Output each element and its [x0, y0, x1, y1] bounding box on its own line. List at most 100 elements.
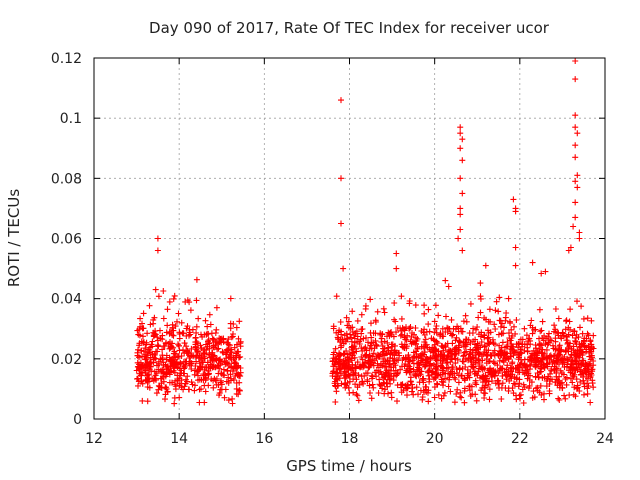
data-point	[565, 247, 572, 254]
data-point	[193, 276, 200, 283]
data-point	[590, 332, 597, 339]
data-point	[435, 312, 442, 319]
data-point	[432, 352, 439, 359]
data-point	[572, 337, 579, 344]
data-point	[491, 360, 498, 367]
data-point	[541, 361, 547, 368]
data-point	[410, 391, 417, 398]
data-point	[442, 277, 449, 284]
data-point	[556, 397, 563, 403]
data-point	[390, 333, 397, 340]
data-point	[550, 358, 557, 365]
data-point	[577, 343, 584, 350]
data-point	[154, 235, 161, 242]
data-point	[351, 364, 358, 371]
data-point	[140, 310, 147, 317]
data-point	[487, 318, 494, 325]
data-point	[486, 386, 493, 393]
data-point	[205, 330, 212, 337]
data-point	[537, 382, 544, 389]
data-point	[188, 366, 195, 372]
data-point	[225, 397, 232, 404]
data-point	[439, 325, 446, 332]
data-point	[228, 334, 235, 341]
data-point	[370, 384, 377, 391]
data-point	[572, 112, 579, 119]
data-point	[564, 333, 571, 340]
data-point	[530, 347, 537, 354]
data-point	[555, 315, 562, 322]
data-point	[198, 386, 204, 392]
data-point	[488, 353, 495, 359]
data-point	[553, 365, 560, 372]
data-point	[226, 342, 233, 349]
data-point	[472, 379, 479, 386]
data-point	[524, 348, 531, 355]
data-point	[572, 199, 579, 206]
data-point	[150, 332, 157, 339]
data-point	[348, 346, 355, 353]
data-point	[589, 344, 595, 351]
data-point	[516, 369, 523, 376]
data-point	[216, 392, 222, 399]
data-point	[469, 391, 476, 398]
data-point	[380, 348, 387, 355]
data-point	[398, 293, 405, 300]
data-point	[560, 371, 567, 378]
data-point	[414, 360, 421, 367]
data-point	[455, 235, 462, 242]
data-point	[425, 321, 432, 328]
data-point	[461, 377, 468, 384]
data-point	[407, 338, 414, 345]
data-point	[160, 288, 167, 294]
data-point	[493, 298, 500, 305]
data-point	[134, 349, 141, 356]
data-point	[481, 376, 488, 383]
data-point	[449, 366, 456, 373]
data-point	[473, 357, 479, 364]
data-point	[154, 247, 161, 254]
data-point	[342, 357, 349, 364]
data-point	[506, 318, 513, 325]
data-point	[210, 343, 217, 350]
data-point	[418, 328, 425, 334]
data-point	[475, 314, 482, 321]
data-point	[193, 329, 200, 336]
data-point	[441, 389, 448, 396]
data-point	[502, 317, 509, 324]
data-point	[215, 340, 222, 347]
data-point	[472, 344, 479, 351]
data-point	[227, 371, 234, 378]
data-point	[191, 367, 198, 374]
data-point	[184, 348, 191, 355]
data-point	[168, 343, 174, 350]
data-point	[171, 292, 178, 299]
data-point	[542, 268, 549, 275]
data-point	[136, 370, 143, 377]
data-point	[563, 374, 570, 381]
y-axis-ticks: 0 0.02 0.04 0.06 0.08 0.1 0.12	[51, 51, 605, 428]
data-point	[498, 396, 505, 402]
data-point	[398, 315, 405, 322]
data-point	[140, 333, 146, 340]
data-point	[374, 308, 381, 315]
data-point	[363, 334, 369, 341]
data-point	[206, 345, 213, 352]
data-point	[352, 330, 359, 337]
data-point	[527, 322, 534, 329]
data-point	[457, 389, 464, 396]
data-point	[457, 205, 464, 212]
data-point	[463, 348, 470, 355]
data-point	[345, 318, 352, 325]
data-point	[552, 379, 559, 385]
data-point	[159, 346, 166, 353]
y-tick-label: 0.04	[51, 292, 82, 308]
data-point	[516, 354, 522, 361]
data-point	[384, 345, 391, 352]
data-point	[527, 363, 534, 369]
data-point	[457, 130, 464, 137]
data-point	[348, 334, 355, 341]
data-point	[580, 315, 587, 322]
data-point	[200, 371, 207, 378]
data-point	[461, 349, 468, 356]
